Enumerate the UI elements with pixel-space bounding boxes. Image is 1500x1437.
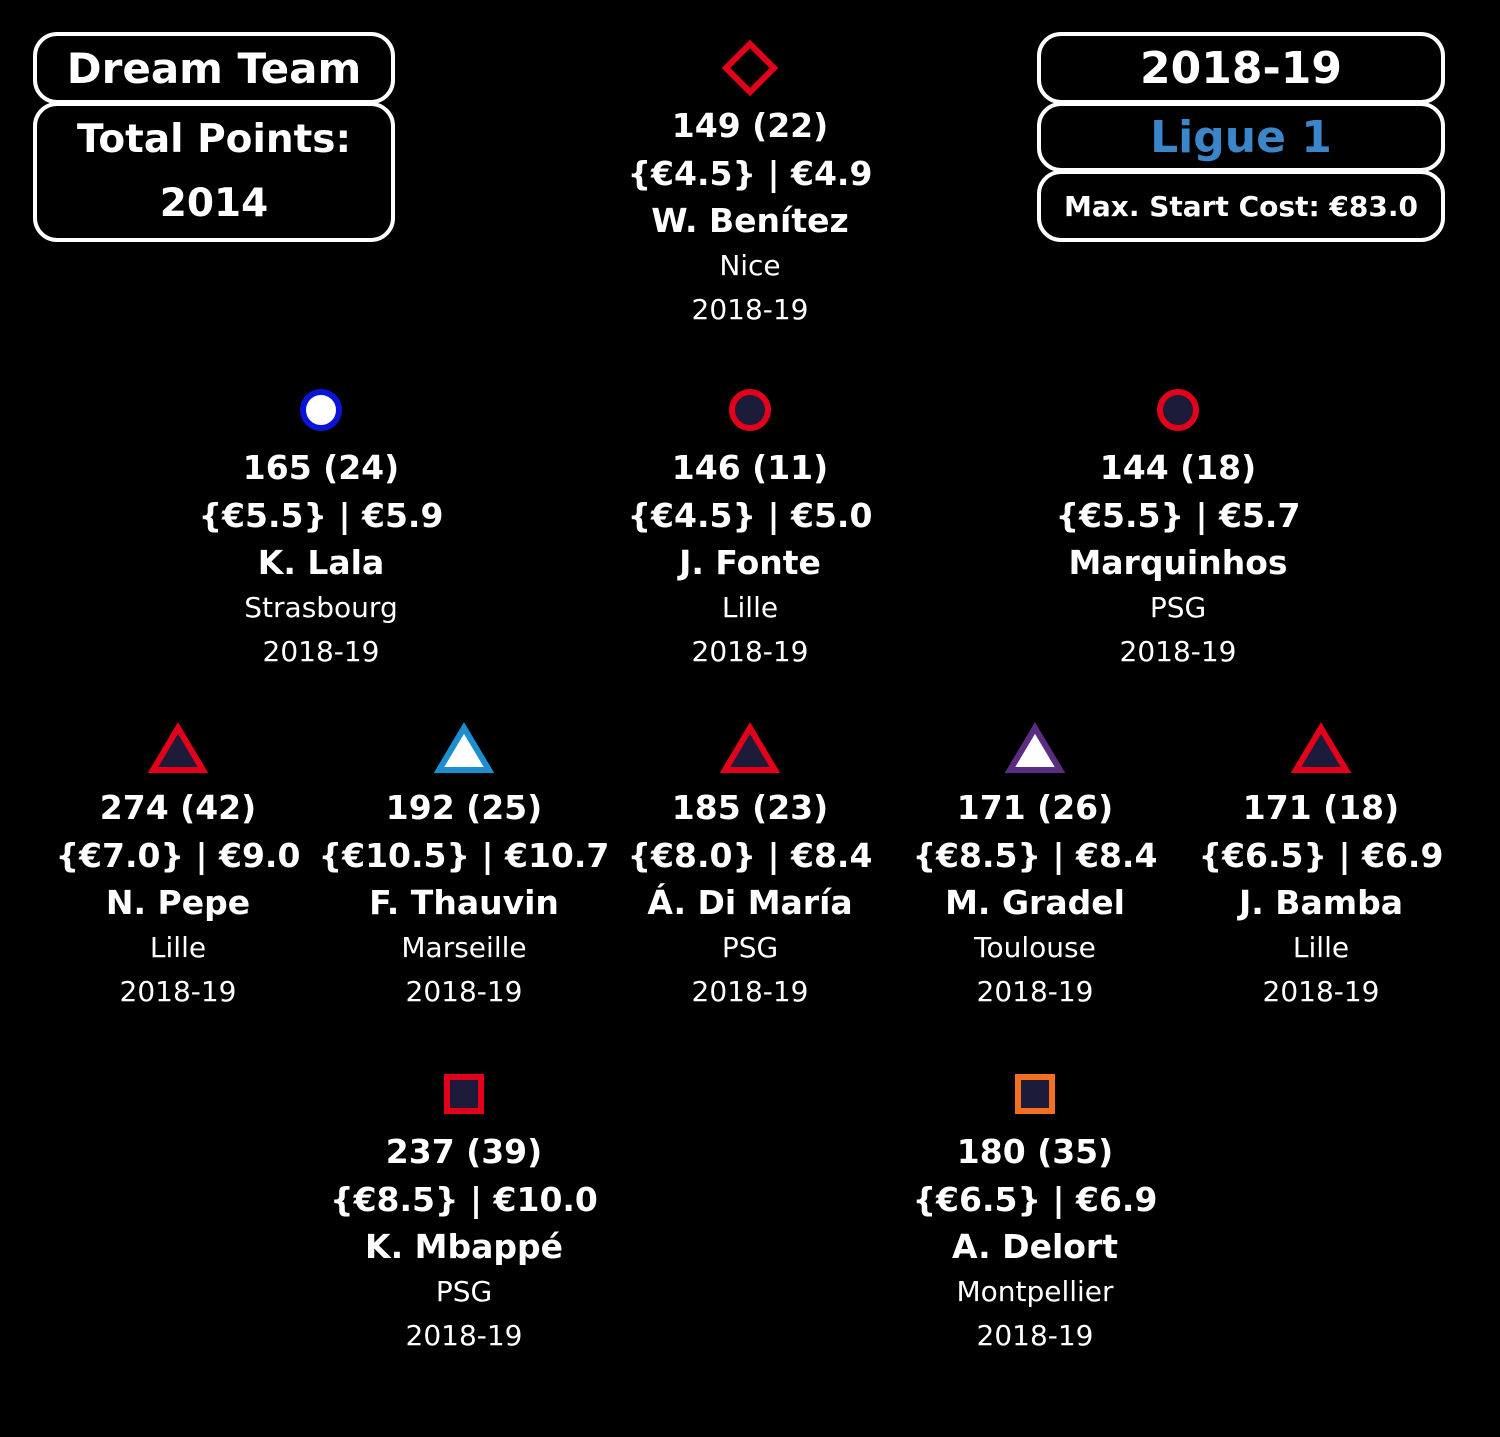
- player-season: 2018-19: [405, 975, 523, 1008]
- square-marker: [1015, 1074, 1055, 1114]
- player-team: Strasbourg: [244, 591, 398, 624]
- player-name: F. Thauvin: [369, 883, 559, 922]
- player-price: {€10.5} | €10.7: [318, 836, 610, 875]
- position-marker-icon: [28, 722, 328, 778]
- player-price: {€8.0} | €8.4: [627, 836, 873, 875]
- player-team: PSG: [1149, 591, 1207, 624]
- player-points: 274 (42): [99, 788, 257, 827]
- player-price: {€4.5} | €5.0: [627, 496, 873, 535]
- player-card-mid3: 185 (23) {€8.0} | €8.4 Á. Di María PSG 2…: [600, 722, 900, 1014]
- player-team: Lille: [149, 931, 207, 964]
- player-card-def3: 144 (18) {€5.5} | €5.7 Marquinhos PSG 20…: [1028, 382, 1328, 674]
- total-points-value: 2014: [159, 181, 269, 226]
- player-team: Lille: [721, 591, 779, 624]
- circle-marker: [300, 389, 342, 431]
- triangle-marker: [148, 722, 208, 773]
- position-marker-icon: [171, 382, 471, 438]
- player-season: 2018-19: [1262, 975, 1380, 1008]
- player-card-def1: 165 (24) {€5.5} | €5.9 K. Lala Strasbour…: [171, 382, 471, 674]
- triangle-marker: [720, 722, 780, 773]
- max-start-cost-label: Max. Start Cost: €83.0: [1064, 189, 1418, 223]
- player-name: N. Pepe: [105, 883, 251, 922]
- position-marker-icon: [885, 722, 1185, 778]
- player-points: 149 (22): [671, 106, 829, 145]
- player-team: Lille: [1292, 931, 1350, 964]
- player-price: {€4.5} | €4.9: [627, 154, 873, 193]
- player-name: A. Delort: [952, 1227, 1118, 1266]
- triangle-marker: [1291, 722, 1351, 773]
- player-team: PSG: [721, 931, 779, 964]
- player-team: Toulouse: [974, 931, 1096, 964]
- player-card-mid2: 192 (25) {€10.5} | €10.7 F. Thauvin Mars…: [314, 722, 614, 1014]
- triangle-marker: [434, 722, 494, 773]
- player-price: {€6.5} | €6.9: [912, 1180, 1158, 1219]
- player-points: 185 (23): [671, 788, 829, 827]
- dream-team-title: Dream Team: [66, 43, 362, 93]
- position-marker-icon: [1028, 382, 1328, 438]
- season-label: 2018-19: [1140, 42, 1342, 94]
- player-name: M. Gradel: [945, 883, 1125, 922]
- position-marker-icon: [314, 722, 614, 778]
- player-name: J. Bamba: [1238, 883, 1403, 922]
- player-card-fwd2: 180 (35) {€6.5} | €6.9 A. Delort Montpel…: [885, 1066, 1185, 1358]
- diamond-marker: [721, 40, 779, 96]
- player-season: 2018-19: [691, 635, 809, 668]
- position-marker-icon: [600, 722, 900, 778]
- player-season: 2018-19: [976, 975, 1094, 1008]
- player-name: Á. Di María: [647, 883, 853, 922]
- player-card-gk: 149 (22) {€4.5} | €4.9 W. Benítez Nice 2…: [600, 40, 900, 332]
- player-card-fwd1: 237 (39) {€8.5} | €10.0 K. Mbappé PSG 20…: [314, 1066, 614, 1358]
- player-points: 192 (25): [385, 788, 543, 827]
- player-price: {€6.5} | €6.9: [1198, 836, 1444, 875]
- player-price: {€8.5} | €10.0: [330, 1180, 598, 1219]
- triangle-marker: [1005, 722, 1065, 773]
- dream-team-title-box: Dream Team: [33, 32, 395, 104]
- player-season: 2018-19: [976, 1319, 1094, 1352]
- position-marker-icon: [885, 1066, 1185, 1122]
- player-card-mid4: 171 (26) {€8.5} | €8.4 M. Gradel Toulous…: [885, 722, 1185, 1014]
- player-price: {€5.5} | €5.7: [1055, 496, 1301, 535]
- player-price: {€7.0} | €9.0: [55, 836, 301, 875]
- player-season: 2018-19: [405, 1319, 523, 1352]
- player-season: 2018-19: [119, 975, 237, 1008]
- player-name: K. Mbappé: [365, 1227, 563, 1266]
- total-points-box: Total Points: 2014: [33, 102, 395, 242]
- player-season: 2018-19: [691, 975, 809, 1008]
- season-box: 2018-19: [1037, 32, 1445, 104]
- position-marker-icon: [600, 40, 900, 96]
- player-card-mid5: 171 (18) {€6.5} | €6.9 J. Bamba Lille 20…: [1171, 722, 1471, 1014]
- max-start-cost-box: Max. Start Cost: €83.0: [1037, 170, 1445, 242]
- player-points: 237 (39): [385, 1132, 543, 1171]
- player-name: W. Benítez: [651, 201, 849, 240]
- player-card-mid1: 274 (42) {€7.0} | €9.0 N. Pepe Lille 201…: [28, 722, 328, 1014]
- player-name: J. Fonte: [679, 543, 821, 582]
- player-points: 144 (18): [1099, 448, 1257, 487]
- player-points: 165 (24): [242, 448, 400, 487]
- player-card-def2: 146 (11) {€4.5} | €5.0 J. Fonte Lille 20…: [600, 382, 900, 674]
- player-team: Montpellier: [956, 1275, 1114, 1308]
- position-marker-icon: [314, 1066, 614, 1122]
- league-label: Ligue 1: [1150, 111, 1332, 163]
- league-box: Ligue 1: [1037, 102, 1445, 172]
- position-marker-icon: [1171, 722, 1471, 778]
- circle-marker: [1157, 389, 1199, 431]
- player-team: Nice: [719, 249, 781, 282]
- player-points: 146 (11): [671, 448, 829, 487]
- player-team: PSG: [435, 1275, 493, 1308]
- player-points: 171 (26): [956, 788, 1114, 827]
- player-season: 2018-19: [1119, 635, 1237, 668]
- player-points: 180 (35): [956, 1132, 1114, 1171]
- player-season: 2018-19: [691, 293, 809, 326]
- circle-marker: [729, 389, 771, 431]
- player-season: 2018-19: [262, 635, 380, 668]
- player-price: {€5.5} | €5.9: [198, 496, 444, 535]
- total-points-label: Total Points:: [76, 117, 352, 162]
- player-price: {€8.5} | €8.4: [912, 836, 1158, 875]
- player-name: K. Lala: [257, 543, 385, 582]
- position-marker-icon: [600, 382, 900, 438]
- square-marker: [444, 1074, 484, 1114]
- player-team: Marseille: [401, 931, 527, 964]
- player-name: Marquinhos: [1068, 543, 1288, 582]
- player-points: 171 (18): [1242, 788, 1400, 827]
